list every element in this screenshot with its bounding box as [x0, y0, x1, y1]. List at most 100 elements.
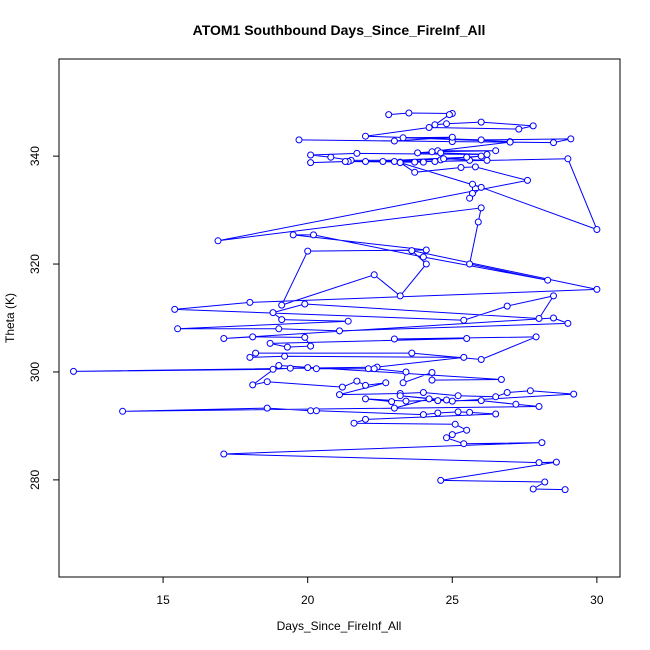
data-point	[477, 397, 485, 405]
data-point	[538, 439, 546, 447]
data-point	[301, 333, 309, 341]
data-point	[463, 426, 471, 434]
data-point	[434, 397, 442, 405]
data-point	[471, 163, 479, 171]
data-point	[550, 314, 557, 322]
data-point	[437, 149, 445, 157]
data-point	[460, 440, 468, 448]
data-point	[512, 400, 520, 408]
data-point	[249, 333, 257, 341]
data-point	[263, 404, 271, 412]
data-point	[362, 415, 369, 423]
data-point	[460, 316, 468, 324]
data-point	[304, 364, 312, 372]
data-point	[411, 168, 419, 176]
data-point	[362, 158, 369, 165]
data-point	[550, 292, 557, 300]
data-point	[408, 247, 416, 255]
data-point	[434, 409, 442, 417]
data-point	[454, 392, 462, 400]
data-point	[529, 122, 537, 130]
data-point	[171, 305, 179, 313]
data-point	[526, 387, 534, 395]
data-point	[402, 397, 410, 405]
data-point	[411, 158, 419, 166]
data-point	[454, 408, 462, 416]
x-tick-label: 15	[156, 593, 170, 607]
data-point	[353, 149, 361, 157]
data-point	[466, 408, 474, 416]
data-point	[362, 381, 369, 389]
data-point	[544, 276, 552, 284]
data-point	[529, 485, 537, 493]
data-point	[350, 419, 358, 427]
data-point	[477, 204, 485, 212]
data-point	[567, 135, 575, 143]
data-point	[451, 420, 459, 428]
data-point	[503, 389, 511, 396]
data-point	[460, 353, 468, 361]
data-point	[419, 389, 427, 396]
data-point	[443, 396, 450, 404]
data-point	[336, 391, 343, 399]
data-point	[278, 301, 286, 309]
data-point	[370, 365, 378, 373]
data-point	[295, 136, 303, 144]
data-point	[269, 309, 277, 317]
data-point	[304, 247, 312, 255]
plot-frame	[58, 58, 621, 578]
data-point	[541, 478, 549, 486]
data-point	[437, 476, 445, 484]
data-point	[402, 368, 410, 376]
data-point	[405, 109, 413, 117]
y-tick-label: 320	[28, 254, 42, 274]
data-point	[388, 398, 396, 406]
data-point	[286, 364, 294, 372]
data-point	[399, 379, 407, 387]
data-point	[448, 133, 456, 141]
data-point	[281, 352, 289, 360]
x-tick-label: 25	[446, 593, 460, 607]
data-point	[419, 411, 427, 419]
data-point	[506, 138, 514, 146]
data-point	[425, 395, 433, 403]
data-point	[220, 450, 228, 458]
data-point	[252, 349, 260, 357]
y-tick-label: 300	[28, 362, 42, 382]
data-point	[570, 390, 578, 398]
data-point	[552, 458, 560, 466]
data-point	[428, 376, 436, 384]
data-point	[497, 376, 505, 383]
data-point	[390, 335, 398, 343]
data-point	[503, 302, 511, 310]
data-point	[524, 176, 531, 184]
data-point	[364, 365, 372, 373]
data-point	[246, 298, 254, 306]
data-point	[275, 362, 283, 369]
data-point	[463, 335, 471, 342]
data-point	[483, 151, 491, 158]
data-point	[396, 292, 404, 300]
data-point	[561, 486, 569, 494]
data-point	[312, 365, 320, 373]
data-point	[483, 156, 491, 164]
data-point	[492, 393, 500, 401]
data-point	[283, 343, 291, 351]
y-tick-label: 340	[28, 146, 42, 166]
data-point	[593, 285, 601, 293]
data-point	[214, 237, 222, 245]
data-point	[463, 153, 471, 161]
data-point	[269, 365, 277, 373]
data-point	[419, 158, 427, 166]
data-point	[249, 381, 257, 389]
data-point	[535, 315, 543, 322]
data-point	[289, 231, 297, 239]
data-point	[466, 194, 474, 202]
data-point	[263, 378, 271, 386]
data-point	[174, 325, 182, 333]
chart-title: ATOM1 Southbound Days_Since_FireInf_All	[193, 22, 486, 38]
data-point	[477, 118, 485, 126]
data-point	[419, 253, 427, 261]
data-point	[564, 155, 572, 163]
